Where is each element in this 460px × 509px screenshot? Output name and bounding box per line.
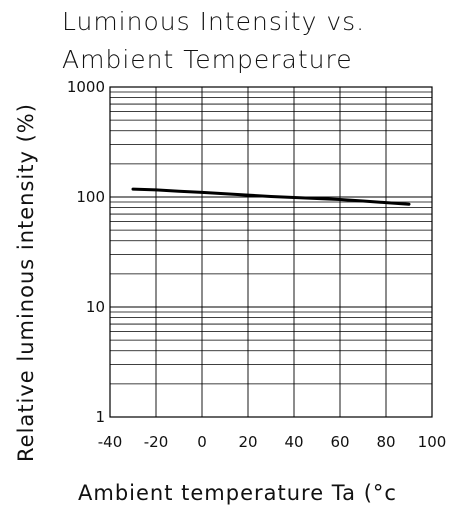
x-axis-label: Ambient temperature Ta (°c: [78, 481, 397, 505]
chart-subtitle: Ambient Temperature: [62, 45, 353, 74]
series-layer: [131, 187, 411, 206]
x-tick-label: 0: [197, 433, 207, 451]
y-tick-label: 10: [86, 298, 105, 316]
x-tick-label: 40: [284, 433, 303, 451]
x-tick-label: 80: [376, 433, 395, 451]
plot-frame: [109, 86, 433, 418]
y-tick-label: 100: [76, 188, 105, 206]
series-line: [131, 187, 411, 206]
x-tick-label: -20: [144, 433, 169, 451]
x-tick-label: 60: [330, 433, 349, 451]
x-tick-label: 100: [418, 433, 447, 451]
x-tick-labels: -40 -20 0 20 40 60 80 100: [98, 433, 447, 451]
x-tick-label: -40: [98, 433, 123, 451]
y-tick-label: 1: [95, 408, 105, 426]
chart-title: Luminous Intensity vs.: [62, 7, 365, 36]
y-axis-label: Relative luminous intensity (%): [14, 103, 38, 462]
x-tick-label: 20: [238, 433, 257, 451]
y-tick-labels: 1 10 100 1000: [67, 78, 105, 426]
y-tick-label: 1000: [67, 78, 105, 96]
grid: [109, 87, 433, 418]
